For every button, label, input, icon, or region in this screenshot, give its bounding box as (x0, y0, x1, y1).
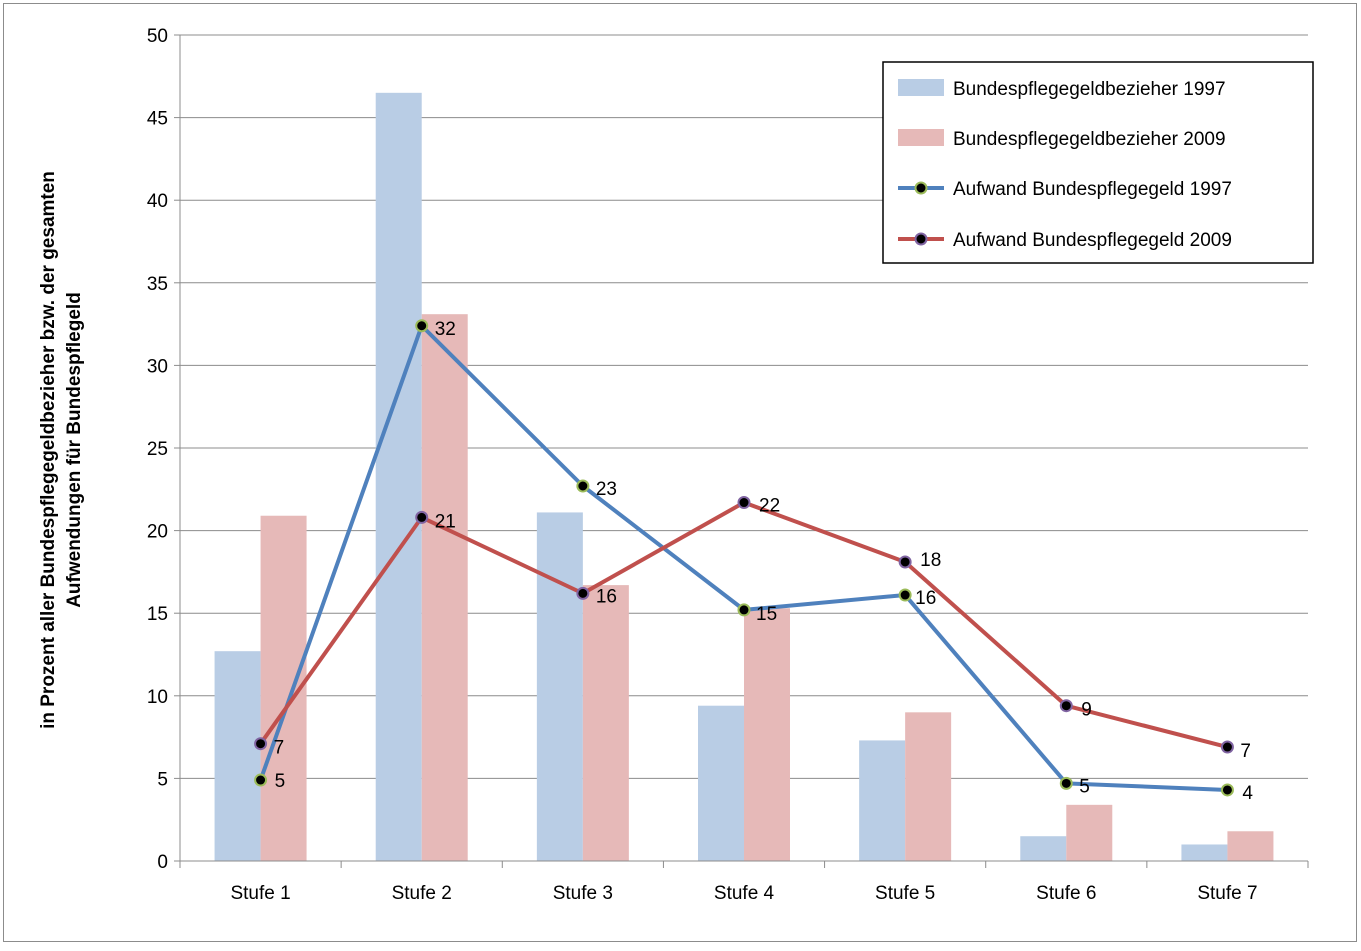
bar-bezieher-1997-1 (214, 651, 261, 861)
marker-aufwand-1997-1 (254, 773, 268, 787)
y-tick-label-5: 5 (157, 769, 168, 790)
marker-aufwand-2009-4 (737, 496, 751, 510)
data-label-aufwand-2009-1: 7 (274, 738, 285, 759)
marker-aufwand-1997-5 (898, 588, 912, 602)
x-tick-label-2: Stufe 2 (392, 883, 452, 904)
legend-marker-aufwand-2009 (914, 232, 928, 246)
x-tick-label-6: Stufe 6 (1036, 883, 1096, 904)
data-label-aufwand-2009-6: 9 (1081, 700, 1092, 721)
x-tick-label-7: Stufe 7 (1197, 883, 1257, 904)
marker-aufwand-2009-5 (898, 555, 912, 569)
y-tick-label-20: 20 (147, 522, 168, 543)
bar-bezieher-1997-5 (859, 740, 906, 861)
marker-aufwand-2009-1 (254, 737, 268, 751)
bar-bezieher-2009-3 (582, 585, 629, 861)
x-tick-label-4: Stufe 4 (714, 883, 775, 904)
bar-bezieher-2009-5 (905, 712, 952, 861)
marker-aufwand-2009-7 (1220, 740, 1234, 754)
gridlines (180, 34, 1308, 779)
data-label-aufwand-1997-4: 15 (756, 604, 777, 625)
y-tick-label-10: 10 (147, 687, 168, 708)
legend-label-bezieher-2009: Bundespflegegeldbezieher 2009 (953, 129, 1226, 150)
data-label-aufwand-1997-1: 5 (275, 771, 286, 792)
data-label-aufwand-2009-5: 18 (920, 550, 941, 571)
y-tick-label-15: 15 (147, 604, 168, 625)
marker-aufwand-1997-4 (737, 603, 751, 617)
legend-marker-aufwand-1997 (914, 181, 928, 195)
y-axis-title-line-2: Aufwendungen für Bundespflegeld (64, 292, 85, 608)
bar-bezieher-1997-4 (698, 705, 744, 861)
bar-bezieher-1997-6 (1020, 836, 1067, 861)
marker-aufwand-1997-2 (415, 319, 429, 333)
y-tick-label-50: 50 (147, 26, 168, 47)
bar-bezieher-1997-7 (1181, 844, 1228, 861)
data-label-aufwand-1997-7: 4 (1242, 783, 1253, 804)
marker-aufwand-1997-6 (1059, 776, 1073, 790)
data-label-aufwand-2009-7: 7 (1240, 741, 1251, 762)
data-label-aufwand-1997-5: 16 (915, 588, 936, 609)
marker-aufwand-2009-6 (1059, 699, 1073, 713)
legend-swatch-bezieher-2009 (898, 129, 944, 146)
legend: Bundespflegegeldbezieher 1997 Bundespfle… (882, 61, 1314, 264)
y-tick-label-45: 45 (147, 109, 168, 130)
legend-box (882, 61, 1314, 264)
marker-aufwand-1997-3 (576, 479, 590, 493)
y-tick-label-40: 40 (147, 191, 168, 212)
y-axis-title-line-1: in Prozent aller Bundespflegegeldbeziehe… (38, 171, 59, 729)
y-tick-label-35: 35 (147, 274, 168, 295)
x-tick-label-1: Stufe 1 (230, 883, 290, 904)
data-label-aufwand-2009-4: 22 (759, 496, 780, 517)
data-label-aufwand-2009-3: 16 (596, 586, 617, 607)
x-tick-label-5: Stufe 5 (875, 883, 935, 904)
marker-aufwand-2009-3 (576, 586, 590, 600)
y-tick-label-25: 25 (147, 439, 168, 460)
x-tick-label-3: Stufe 3 (553, 883, 613, 904)
legend-label-bezieher-1997: Bundespflegegeldbezieher 1997 (953, 79, 1226, 100)
data-label-aufwand-2009-2: 21 (435, 511, 456, 532)
marker-aufwand-2009-2 (415, 510, 429, 524)
data-labels: 5 32 23 15 16 5 4 7 21 16 22 18 9 7 (274, 319, 1254, 804)
y-tick-label-0: 0 (157, 852, 168, 873)
bar-bezieher-1997-3 (536, 512, 583, 861)
y-tick-label-30: 30 (147, 356, 168, 377)
legend-swatch-bezieher-1997 (898, 79, 944, 96)
marker-aufwand-1997-7 (1220, 783, 1234, 797)
bars (214, 92, 1274, 861)
lines (254, 319, 1234, 797)
legend-label-aufwand-1997: Aufwand Bundespflegegeld 1997 (953, 179, 1232, 200)
bar-bezieher-1997-2 (375, 92, 422, 861)
bar-bezieher-2009-4 (744, 608, 790, 861)
bar-bezieher-2009-6 (1066, 804, 1113, 861)
data-label-aufwand-1997-6: 5 (1079, 776, 1090, 797)
bar-bezieher-2009-7 (1227, 831, 1274, 861)
legend-label-aufwand-2009: Aufwand Bundespflegegeld 2009 (953, 230, 1232, 251)
data-label-aufwand-1997-2: 32 (435, 319, 456, 340)
bar-bezieher-2009-2 (421, 314, 468, 861)
data-label-aufwand-1997-3: 23 (596, 479, 617, 500)
